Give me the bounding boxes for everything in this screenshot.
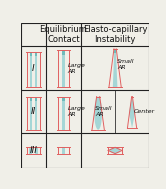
Polygon shape <box>114 49 116 53</box>
Bar <box>30 52 32 87</box>
Text: II: II <box>31 107 36 116</box>
Bar <box>62 147 65 154</box>
Bar <box>35 147 38 148</box>
Bar <box>35 147 38 154</box>
Text: Small
AR: Small AR <box>117 59 135 70</box>
Bar <box>35 52 37 56</box>
Polygon shape <box>129 97 135 128</box>
Text: Center: Center <box>134 109 155 114</box>
Text: Small
AR: Small AR <box>95 106 113 117</box>
Text: I: I <box>32 64 35 73</box>
Text: Equilibrium
Contact: Equilibrium Contact <box>40 25 87 44</box>
Bar <box>30 97 32 101</box>
Bar <box>35 97 37 101</box>
Text: Large
AR: Large AR <box>67 63 85 74</box>
Ellipse shape <box>110 147 121 154</box>
Ellipse shape <box>94 97 102 130</box>
Bar <box>62 97 65 101</box>
Bar <box>29 147 32 148</box>
Text: Elasto-capillary
Instability: Elasto-capillary Instability <box>83 25 147 44</box>
Bar <box>29 147 32 154</box>
Bar <box>35 52 37 87</box>
Text: Large
AR: Large AR <box>67 106 85 117</box>
Bar <box>62 97 65 130</box>
Bar <box>30 52 32 56</box>
Bar <box>62 50 65 87</box>
Polygon shape <box>113 49 117 87</box>
Bar <box>62 50 65 55</box>
Bar <box>35 97 37 130</box>
Bar <box>30 97 32 130</box>
Text: III: III <box>30 146 37 155</box>
Bar <box>62 147 65 148</box>
